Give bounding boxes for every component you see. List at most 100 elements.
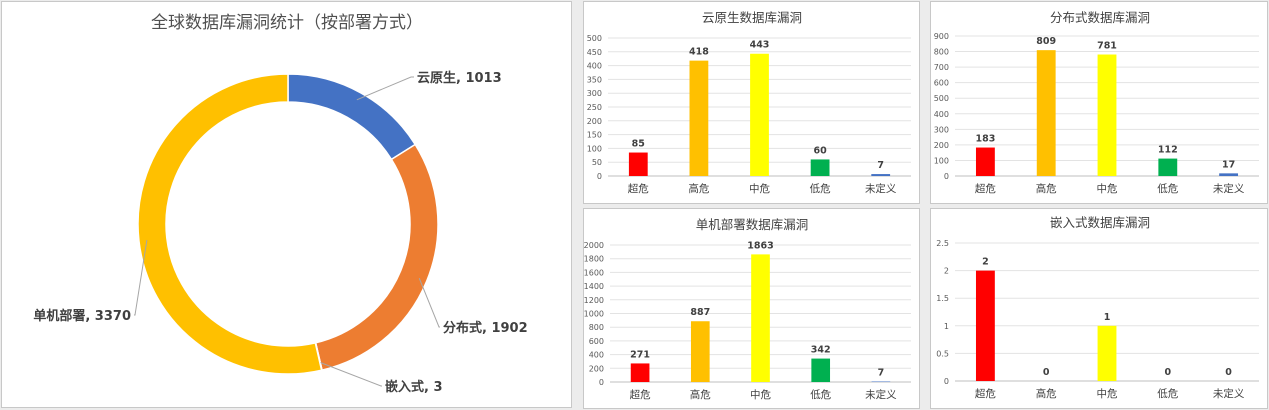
x-tick-label: 低危	[810, 182, 832, 195]
leader-line	[418, 278, 440, 328]
y-tick-label: 2	[944, 267, 949, 276]
data-label: 1863	[747, 240, 773, 251]
bar-3	[751, 254, 770, 382]
bar-chart-standalone: 单机部署数据库漏洞 0 200 400 600 800 1000 1200 1400 1600 1…	[584, 217, 911, 401]
x-tick-label: 低危	[810, 388, 832, 401]
bar-2	[690, 321, 710, 382]
bar-1	[975, 270, 995, 381]
chart-title: 嵌入式数据库漏洞	[1050, 215, 1150, 230]
leader-line	[356, 76, 414, 101]
slice-label: 云原生, 1013	[417, 70, 502, 86]
y-tick-label: 250	[587, 103, 602, 112]
bar-5	[871, 174, 891, 176]
bar-chart-embedded: 嵌入式数据库漏洞 0 0.5 1 1.5 2 2.5 2 超危 0 高危 1 中危 0 低危 0 未定义	[936, 215, 1259, 400]
x-tick-label: 中危	[749, 182, 770, 195]
bar-chart-distributed: 分布式数据库漏洞 0 100 200 300 400 500 600 700 800 900 183…	[934, 10, 1259, 195]
y-tick-label: 1600	[584, 268, 604, 277]
bar-1	[628, 152, 648, 176]
y-tick-label: 1.5	[936, 294, 949, 303]
chart-title: 全球数据库漏洞统计（按部署方式）	[151, 13, 423, 33]
y-tick-label: 400	[934, 110, 949, 119]
y-tick-label: 0	[944, 172, 949, 181]
y-tick-label: 350	[587, 75, 602, 84]
bar-1	[630, 363, 650, 382]
y-tick-label: 1200	[584, 296, 604, 305]
x-tick-label: 中危	[1097, 182, 1119, 195]
y-tick-label: 1400	[584, 282, 604, 291]
y-tick-label: 2000	[584, 241, 604, 250]
y-tick-label: 1800	[584, 255, 604, 264]
y-tick-label: 50	[592, 158, 602, 167]
donut-slice-1	[287, 73, 417, 161]
chart-title: 单机部署数据库漏洞	[696, 217, 809, 232]
leader-line	[134, 239, 148, 316]
bar-3	[1097, 54, 1117, 177]
y-tick-label: 0	[599, 378, 604, 387]
bar-chart-panel-standalone: 单机部署数据库漏洞 0 200 400 600 800 1000 1200 1400 1600 1…	[583, 208, 920, 409]
data-label: 443	[750, 40, 770, 51]
bar-1	[975, 147, 995, 176]
y-tick-label: 500	[587, 34, 602, 43]
x-tick-label: 超危	[630, 388, 652, 401]
y-tick-label: 500	[934, 94, 949, 103]
y-tick-label: 600	[934, 79, 949, 88]
x-tick-label: 超危	[628, 182, 649, 195]
data-label: 342	[811, 345, 831, 356]
donut-slice-2	[314, 143, 439, 371]
bar-4	[810, 159, 830, 176]
x-tick-label: 未定义	[1213, 182, 1245, 195]
y-tick-label: 800	[934, 48, 949, 57]
bar-chart-panel-distributed: 分布式数据库漏洞 0 100 200 300 400 500 600 700 800 900 183…	[930, 1, 1268, 204]
data-label: 17	[1222, 159, 1235, 170]
data-label: 1	[1104, 312, 1111, 323]
slice-label: 分布式, 1902	[443, 320, 528, 336]
y-tick-label: 700	[934, 63, 949, 72]
data-label: 7	[878, 368, 885, 379]
bar-4	[811, 358, 831, 382]
x-tick-label: 高危	[1036, 387, 1058, 400]
y-tick-label: 800	[589, 323, 604, 332]
bar-4	[1158, 158, 1178, 176]
y-tick-label: 200	[587, 117, 602, 126]
y-tick-label: 1000	[584, 310, 604, 319]
data-label: 809	[1036, 36, 1056, 47]
donut-slice-4	[137, 73, 323, 375]
leader-line	[319, 361, 382, 387]
donut-chart: 全球数据库漏洞统计（按部署方式） 云原生, 1013 分布式, 1902 嵌入式, …	[33, 13, 528, 395]
x-tick-label: 中危	[1097, 387, 1119, 400]
data-label: 60	[813, 145, 827, 156]
y-tick-label: 150	[587, 131, 602, 140]
y-tick-label: 1	[944, 322, 949, 331]
x-tick-label: 未定义	[865, 182, 897, 195]
y-tick-label: 0	[944, 377, 949, 386]
x-tick-label: 高危	[690, 388, 711, 401]
y-tick-label: 300	[587, 89, 602, 98]
data-label: 7	[877, 160, 884, 171]
y-tick-label: 100	[934, 156, 949, 165]
chart-title: 分布式数据库漏洞	[1050, 10, 1150, 25]
y-tick-label: 2.5	[936, 239, 949, 248]
x-tick-label: 低危	[1157, 387, 1178, 400]
x-tick-label: 高危	[688, 182, 709, 195]
data-label: 887	[690, 307, 710, 318]
y-tick-label: 900	[934, 32, 949, 41]
y-tick-label: 450	[587, 48, 602, 57]
x-tick-label: 低危	[1157, 182, 1178, 195]
y-tick-label: 100	[587, 144, 602, 153]
y-tick-label: 600	[589, 337, 604, 346]
data-label: 112	[1158, 145, 1178, 156]
x-tick-label: 未定义	[1213, 387, 1245, 400]
y-tick-label: 400	[587, 62, 602, 71]
bar-2	[689, 60, 709, 176]
x-tick-label: 中危	[750, 388, 771, 401]
chart-title: 云原生数据库漏洞	[702, 10, 802, 25]
bar-3	[1097, 325, 1117, 381]
x-tick-label: 高危	[1036, 182, 1058, 195]
y-tick-label: 0	[597, 172, 602, 181]
x-tick-label: 超危	[975, 387, 996, 400]
data-label: 271	[630, 349, 650, 360]
bar-chart-cloud-native: 云原生数据库漏洞 0 50 100 150 200 250 300 350 400 450 500 8…	[587, 10, 911, 195]
data-label: 183	[975, 134, 995, 145]
data-label: 0	[1225, 367, 1232, 378]
x-tick-label: 超危	[975, 182, 996, 195]
